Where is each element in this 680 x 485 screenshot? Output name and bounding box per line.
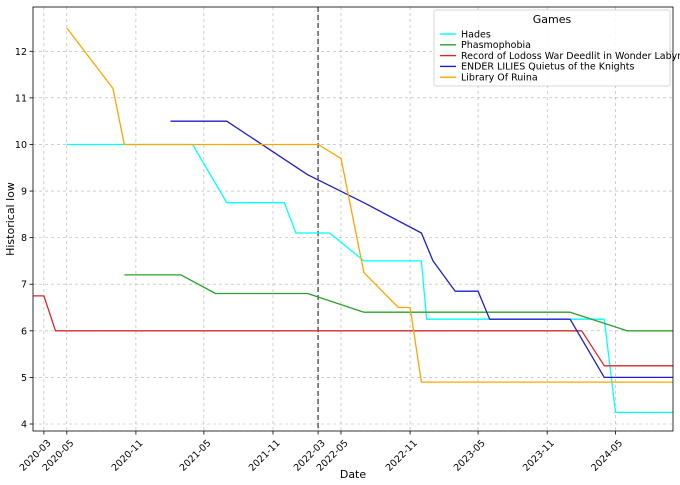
series-line-0	[66, 143, 673, 414]
y-axis-ticks: 4 5 6 7 8 9 10 11 12	[15, 47, 33, 431]
x-tick-label: 2024-05	[589, 438, 625, 474]
y-tick-label: 5	[21, 373, 27, 384]
y-tick-label: 10	[15, 140, 27, 151]
series-line-4	[66, 27, 673, 383]
legend-label-0: Hades	[461, 29, 491, 40]
y-tick-label: 8	[21, 233, 27, 244]
series-layer	[33, 27, 673, 414]
x-tick-label: 2023-11	[521, 438, 557, 474]
legend-label-3: ENDER LILIES Quietus of the Knights	[461, 62, 634, 73]
legend-title: Games	[533, 13, 572, 26]
legend-label-2: Record of Lodoss War Deedlit in Wonder L…	[461, 51, 680, 62]
x-tick-label: 2021-05	[178, 438, 214, 474]
y-tick-label: 9	[21, 187, 27, 198]
x-tick-label: 2022-11	[384, 438, 420, 474]
series-line-3	[170, 120, 673, 379]
x-tick-label: 2021-11	[247, 438, 283, 474]
y-tick-label: 11	[15, 93, 27, 104]
y-axis-label: Historical low	[4, 182, 17, 256]
y-tick-label: 12	[15, 47, 27, 58]
y-tick-label: 7	[21, 280, 27, 291]
y-tick-label: 6	[21, 326, 27, 337]
plot-frame	[32, 6, 674, 432]
series-line-2	[33, 295, 673, 367]
legend-label-4: Library Of Ruina	[461, 73, 538, 84]
legend-box	[433, 9, 671, 87]
x-tick-label: 2023-05	[452, 438, 488, 474]
legend-label-1: Phasmophobia	[461, 40, 531, 51]
x-axis-label: Date	[340, 468, 367, 481]
y-tick-label: 4	[21, 420, 27, 431]
x-tick-label: 2020-11	[110, 438, 146, 474]
series-line-1	[124, 274, 673, 332]
